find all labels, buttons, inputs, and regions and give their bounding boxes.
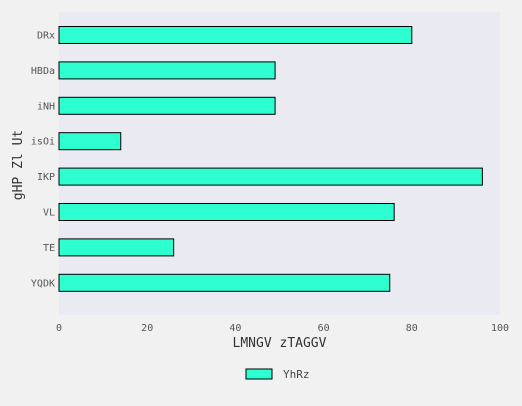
bar-IKP: [58, 167, 483, 186]
bar-YQDK: [58, 273, 391, 292]
y-tick-labels: DRx HBDa iNH isOi IKP VL TE YQDK: [31, 31, 55, 290]
bar-DRx: [58, 26, 413, 44]
legend-label: YhRz: [283, 368, 310, 381]
bar-iNH: [58, 96, 276, 115]
y-tick-label: DRx: [37, 31, 55, 42]
x-tick-label: 60: [318, 323, 330, 334]
x-tick-label: 80: [406, 323, 418, 334]
bar-isOi: [58, 132, 122, 151]
x-tick-labels: 0 20 40 60 80 100: [56, 323, 509, 334]
legend: YhRz: [245, 368, 310, 381]
x-tick-label: 20: [141, 323, 153, 334]
y-tick-label: VL: [43, 208, 55, 219]
legend-swatch: [245, 368, 273, 380]
y-tick-label: HBDa: [31, 66, 55, 77]
y-tick-label: iNH: [37, 101, 55, 112]
y-tick-label: isOi: [31, 137, 55, 148]
plot-area: [59, 12, 500, 315]
y-tick-label: YQDK: [31, 278, 55, 289]
x-tick-label: 40: [229, 323, 241, 334]
x-axis-label: LMNGV zTAGGV: [233, 336, 327, 351]
y-tick-label: IKP: [37, 172, 55, 183]
bar-VL: [58, 203, 395, 221]
bar-HBDa: [58, 61, 276, 80]
y-tick-label: TE: [43, 243, 55, 254]
bars-layer: [58, 26, 483, 292]
x-tick-label: 0: [56, 323, 62, 334]
bar-TE: [58, 238, 175, 257]
y-axis-label: gHP Zl Ut: [11, 130, 26, 200]
x-tick-label: 100: [491, 323, 509, 334]
